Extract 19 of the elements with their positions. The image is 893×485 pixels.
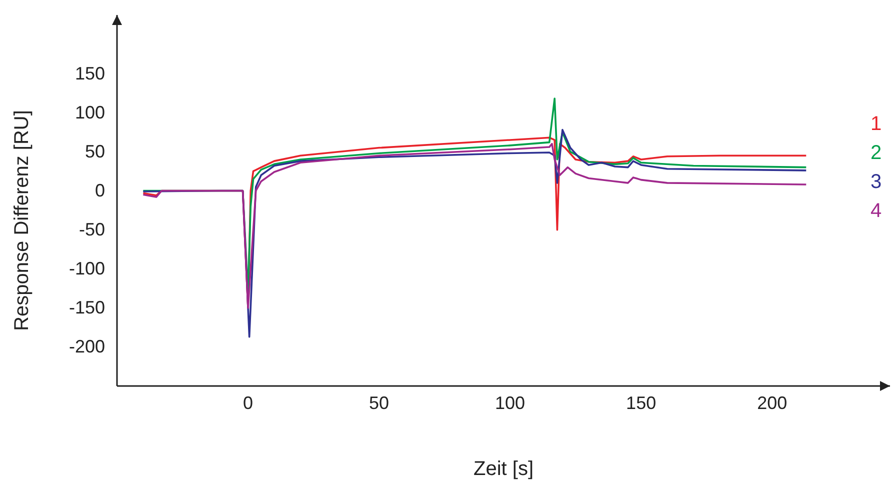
text: 1 — [870, 113, 882, 135]
x-tick-label: 150 — [626, 392, 656, 413]
y-axis-title: Response Differenz [RU] — [11, 110, 33, 331]
y-tick-label: 150 — [74, 63, 105, 84]
y-tick-label: 100 — [74, 102, 105, 122]
y-tick-label: -100 — [68, 258, 105, 279]
y-tick-label: -150 — [68, 298, 105, 318]
y-tick-label: -200 — [68, 336, 105, 357]
text: 2 — [870, 142, 882, 164]
x-axis-title: Zeit [s] — [473, 458, 534, 480]
text: 3 — [870, 171, 882, 193]
x-tick-label: 0 — [243, 392, 254, 413]
x-tick-label: 100 — [495, 392, 526, 413]
y-tick-label: 50 — [84, 141, 105, 162]
y-tick-label: 0 — [94, 180, 105, 200]
x-tick-label: 200 — [757, 392, 788, 413]
x-tick-label: 50 — [369, 392, 390, 413]
text: 4 — [870, 200, 882, 222]
y-tick-label: -50 — [78, 220, 105, 240]
